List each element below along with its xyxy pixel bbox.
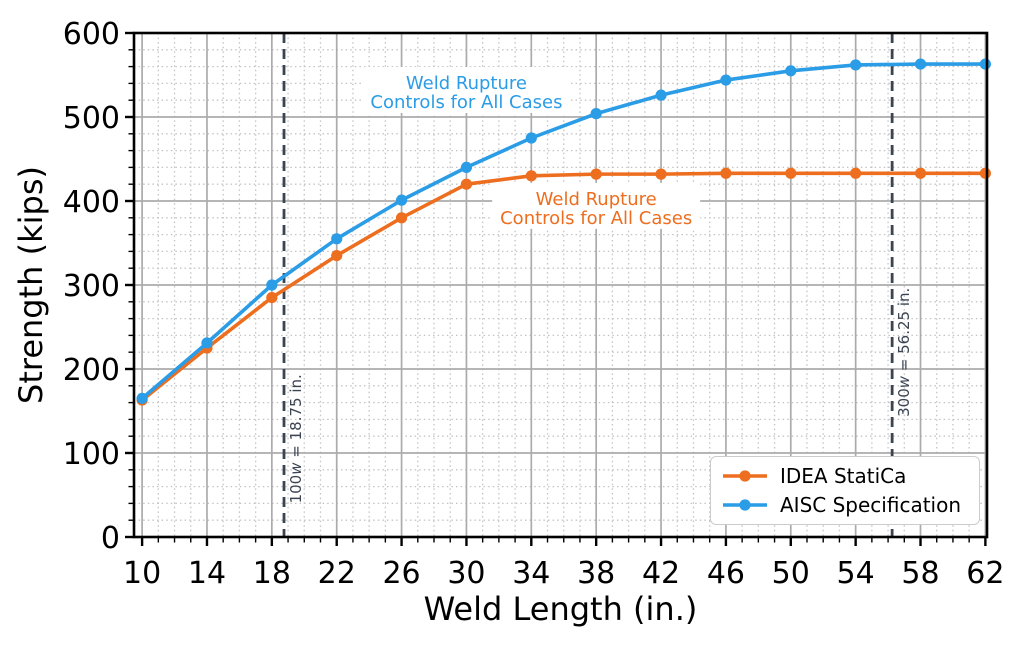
annotation-bbox [362,66,571,113]
data-point-idea-statica [395,212,408,224]
data-point-idea-statica [979,167,991,179]
x-tick-label: 38 [577,556,615,591]
legend-item-idea-statica: IDEA StatiCa [721,464,975,488]
annotation-line-1: Weld Rupture [536,189,657,210]
data-point-idea-statica [331,250,343,262]
x-tick-label: 62 [966,556,1004,591]
x-tick-label: 50 [772,556,810,591]
data-point-aisc-specification [201,337,213,349]
vline-label-part: 100 [287,475,305,504]
vline-label-w: w [895,375,913,388]
x-tick-label: 46 [707,556,745,591]
annotation-bbox [492,182,701,229]
y-tick-label: 0 [101,521,120,556]
x-tick-label: 58 [901,556,939,591]
y-tick-label: 400 [63,185,120,220]
legend-item-aisc-specification: AISC Specification [721,493,975,517]
legend-label-aisc-specification: AISC Specification [780,492,962,517]
data-point-idea-statica [720,167,732,179]
data-point-idea-statica [655,168,667,180]
vline-label-w: w [287,462,305,475]
x-tick-label: 26 [382,556,420,591]
data-point-aisc-specification [914,58,927,70]
data-point-idea-statica [525,170,537,182]
x-tick-label: 14 [188,556,226,591]
series-line-aisc-specification [140,62,988,401]
annotation-line-2: Controls for All Cases [500,208,692,229]
x-tick-label: 42 [642,556,680,591]
x-tick-label: 34 [512,556,550,591]
data-point-idea-statica [460,178,473,190]
data-point-aisc-specification [785,65,797,77]
y-tick-label: 500 [63,101,120,136]
blue-line-marker-icon [723,499,767,511]
data-point-aisc-specification [525,132,537,144]
chart-legend: IDEA StatiCa AISC Specification [710,456,980,525]
vline-label-part: = 18.75 in. [287,374,305,462]
x-axis-label: Weld Length (in.) [424,590,698,628]
series-line-idea-statica [140,171,988,402]
data-point-aisc-specification [850,59,862,71]
data-point-aisc-specification [395,194,408,206]
data-point-aisc-specification [331,233,343,245]
data-point-aisc-specification [266,279,278,291]
vline-label-part: = 56.25 in. [895,288,913,376]
reference-vline-label: 100w = 18.75 in. [287,374,305,503]
annotation-line-1: Weld Rupture [406,73,527,94]
x-tick-label: 18 [253,556,291,591]
data-point-idea-statica [590,168,602,180]
y-tick-label: 300 [63,269,120,304]
orange-line-marker-icon [723,470,767,482]
axis-ticks [125,31,987,546]
x-tick-label: 30 [447,556,485,591]
y-axis-label: Strength (kips) [12,166,50,404]
reference-vline-label: 300w = 56.25 in. [895,288,913,417]
data-point-idea-statica [785,167,797,179]
data-point-aisc-specification [720,74,732,86]
data-point-idea-statica [914,167,927,179]
y-tick-label: 600 [63,17,120,52]
data-point-aisc-specification [136,392,148,404]
x-tick-label: 22 [318,556,356,591]
data-point-idea-statica [850,167,862,179]
data-point-aisc-specification [590,108,602,120]
data-point-aisc-specification [979,58,991,70]
data-point-aisc-specification [460,161,473,173]
legend-label-idea-statica: IDEA StatiCa [780,464,907,489]
data-point-idea-statica [266,292,278,304]
y-tick-label: 100 [63,437,120,472]
vline-label-part: 300 [895,388,913,417]
data-point-aisc-specification [655,89,667,101]
x-tick-label: 10 [123,556,161,591]
x-tick-label: 54 [837,556,875,591]
series-aisc-specification [136,58,991,404]
annotation-line-2: Controls for All Cases [370,92,562,113]
y-tick-label: 200 [63,353,120,388]
tick-labels: 10 14 18 22 26 30 34 38 42 46 50 54 58 62 0 100 200 300 40… [63,17,1005,591]
